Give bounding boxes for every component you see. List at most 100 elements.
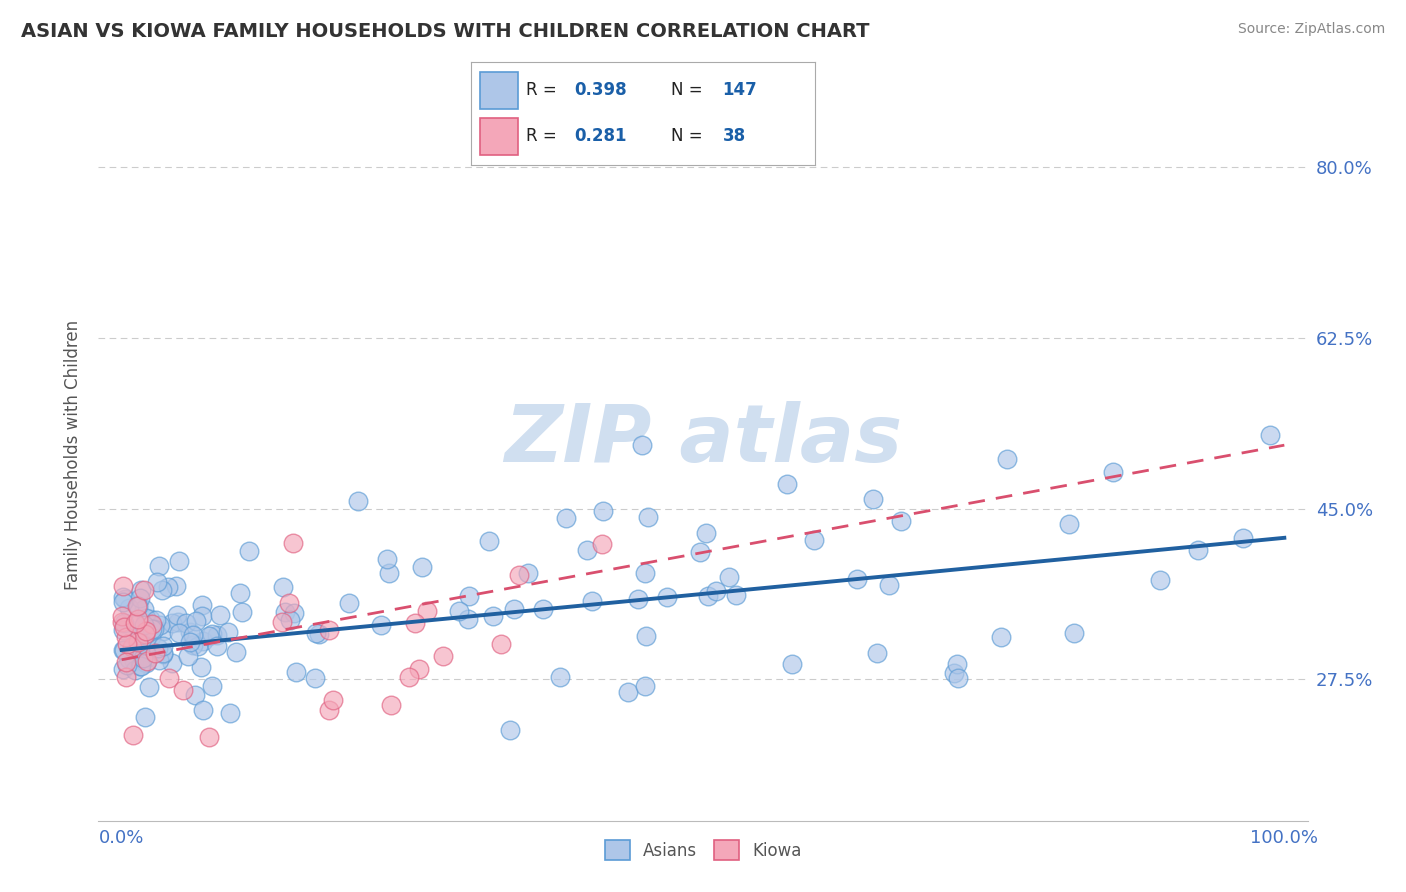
Point [879, 578, 901, 592]
Point [308, 627, 330, 641]
Point [634, 629, 657, 643]
Point [499, 723, 522, 738]
Point [866, 646, 889, 660]
Text: R =: R = [526, 81, 562, 99]
Point [408, 662, 430, 676]
Point [201, 627, 224, 641]
Point [112, 620, 135, 634]
Point [581, 594, 603, 608]
Point [150, 582, 173, 597]
Point [139, 618, 162, 632]
Point [283, 606, 305, 620]
FancyBboxPatch shape [479, 118, 517, 155]
Point [135, 657, 157, 671]
Point [207, 639, 229, 653]
Point [121, 640, 143, 655]
Point [655, 591, 678, 605]
Point [398, 670, 420, 684]
Text: N =: N = [671, 128, 707, 145]
Point [129, 591, 152, 605]
Point [174, 615, 197, 630]
Point [990, 630, 1012, 644]
Point [200, 679, 222, 693]
Point [134, 638, 156, 652]
Point [112, 579, 135, 593]
Point [503, 602, 526, 616]
Point [127, 635, 149, 649]
Point [554, 511, 576, 525]
Point [148, 641, 170, 656]
Point [995, 452, 1018, 467]
Point [114, 655, 136, 669]
Point [191, 599, 214, 613]
Point [229, 585, 252, 599]
Point [225, 645, 247, 659]
Y-axis label: Family Households with Children: Family Households with Children [63, 320, 82, 590]
Point [114, 630, 136, 644]
Point [183, 638, 205, 652]
Point [127, 599, 149, 613]
Point [627, 592, 650, 607]
Point [145, 613, 167, 627]
Point [165, 579, 187, 593]
Point [942, 665, 965, 680]
Point [124, 616, 146, 631]
Point [370, 617, 392, 632]
Point [208, 608, 231, 623]
Point [946, 657, 969, 672]
Point [633, 680, 655, 694]
Point [576, 543, 599, 558]
Point [179, 635, 201, 649]
Point [135, 644, 157, 658]
Point [141, 630, 163, 644]
Point [318, 623, 340, 637]
Point [278, 613, 301, 627]
Point [375, 552, 398, 566]
Point [152, 624, 174, 639]
Point [637, 509, 659, 524]
Point [508, 567, 530, 582]
Text: Source: ZipAtlas.com: Source: ZipAtlas.com [1237, 22, 1385, 37]
Point [186, 614, 208, 628]
Point [135, 624, 157, 638]
Point [411, 560, 433, 574]
Point [846, 572, 869, 586]
Point [704, 583, 727, 598]
Point [112, 642, 135, 657]
Point [478, 534, 501, 549]
Point [271, 615, 294, 629]
Point [181, 628, 204, 642]
Point [143, 647, 166, 661]
Point [114, 670, 136, 684]
Point [191, 609, 214, 624]
Text: 0.398: 0.398 [575, 81, 627, 99]
Point [591, 537, 613, 551]
Point [339, 596, 361, 610]
Point [219, 706, 242, 721]
Point [141, 616, 163, 631]
Point [115, 657, 138, 672]
Point [127, 612, 149, 626]
Point [776, 476, 799, 491]
Point [697, 589, 720, 603]
Point [112, 624, 135, 638]
Point [129, 582, 152, 597]
Point [125, 639, 148, 653]
Point [205, 628, 228, 642]
Point [304, 671, 326, 685]
Point [136, 650, 159, 665]
Point [283, 536, 305, 550]
Point [447, 604, 470, 618]
Point [166, 607, 188, 622]
Point [128, 628, 150, 642]
Point [481, 609, 503, 624]
Point [132, 618, 155, 632]
Text: 147: 147 [723, 81, 758, 99]
Point [198, 730, 221, 744]
Point [592, 503, 614, 517]
Text: R =: R = [526, 128, 562, 145]
Point [162, 656, 184, 670]
Point [111, 595, 134, 609]
Point [134, 627, 156, 641]
Point [238, 544, 260, 558]
